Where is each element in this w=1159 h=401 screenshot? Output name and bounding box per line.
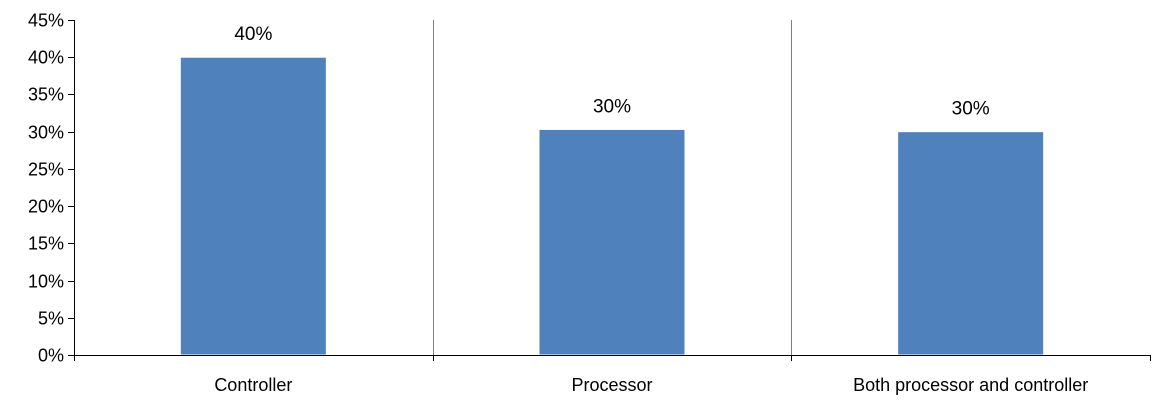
x-tick-label: Controller [214,375,292,395]
y-tick-label: 45% [28,11,64,31]
y-tick-label: 20% [28,197,64,217]
y-tick-label: 5% [38,309,64,329]
x-tick-label: Processor [571,375,652,395]
x-tick-label: Both processor and controller [853,375,1088,395]
y-tick-label: 25% [28,160,64,180]
x-tick-labels: Controller Processor Both processor and co… [214,375,1088,395]
data-label: 30% [952,99,990,120]
y-tick-labels: 0% 5% 10% 15% 20% 25% 30% 35% 40% 45% [28,11,64,366]
bar [179,56,327,356]
y-tick-label: 35% [28,85,64,105]
bar [538,128,686,356]
data-label: 30% [593,96,631,117]
y-tick-label: 10% [28,272,64,292]
bar [897,131,1045,356]
axes-group [68,20,1151,361]
y-tick-label: 0% [38,346,64,366]
bars-group [179,56,1045,356]
category-separators [433,20,792,355]
data-labels: 40% 30% 30% [234,24,989,119]
y-tick-label: 30% [28,123,64,143]
y-tick-label: 40% [28,48,64,68]
y-tick-label: 15% [28,234,64,254]
data-label: 40% [234,24,272,45]
